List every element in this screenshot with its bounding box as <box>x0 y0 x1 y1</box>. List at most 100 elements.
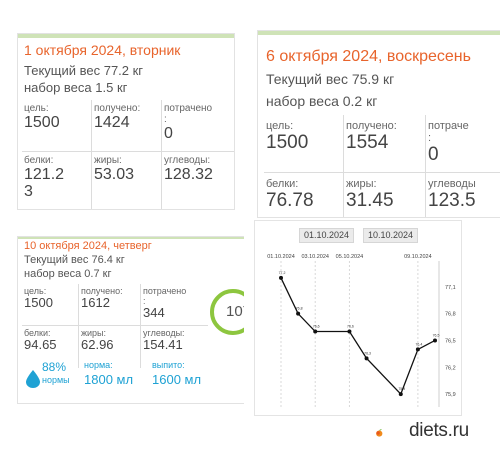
data-point <box>296 311 301 316</box>
goal-cell: цель: 1500 <box>22 100 92 152</box>
data-point <box>313 329 318 334</box>
x-tick-label: 05.10.2024 <box>336 254 364 260</box>
carbs-cell: углеводы: 128.32 <box>162 152 234 209</box>
carbs-cell: углеводы 123.5 <box>426 173 500 217</box>
goal-label: цель: <box>24 103 49 114</box>
card-date-title: 1 октября 2024, вторник <box>24 42 181 58</box>
spent-value: 0 <box>428 144 439 165</box>
data-label: 76,6 <box>313 325 320 329</box>
spent-colon: : <box>143 296 146 306</box>
received-value: 1612 <box>81 295 110 310</box>
weight-gain: набор веса 1.5 кг <box>24 80 128 95</box>
date-from-button[interactable]: 01.10.2024 <box>299 228 355 243</box>
weight-chart: 01.10.2024 10.10.2024 01.10.2024 03.10.20… <box>254 220 462 416</box>
spent-value: 344 <box>143 305 165 320</box>
series-line <box>280 277 436 396</box>
protein-label: белки: <box>24 155 54 166</box>
spent-label: потрачено <box>164 103 213 114</box>
fat-label: жиры: <box>94 155 122 166</box>
card-accent-bar <box>258 31 500 35</box>
weight-gain: набор веса 0.2 кг <box>266 93 378 109</box>
x-tick-label: 03.10.2024 <box>301 254 329 260</box>
day-card-oct-10: 10 октября 2024, четверг Текущий вес 76.… <box>17 236 244 404</box>
weight-gain: набор веса 0.7 кг <box>24 268 112 280</box>
date-to-button[interactable]: 10.10.2024 <box>363 228 419 243</box>
protein-value: 76.78 <box>266 190 314 211</box>
goal-value: 1500 <box>266 132 309 153</box>
fat-cell: жиры: 62.96 <box>79 326 141 368</box>
progress-ring-value: 107 <box>226 303 244 320</box>
card-date-title: 6 октября 2024, воскресень <box>266 48 471 65</box>
carbs-label: углеводы: <box>164 155 211 166</box>
data-label: 76,8 <box>296 307 303 311</box>
carbs-value: 154.41 <box>143 337 183 352</box>
logo-text: diets.ru <box>409 420 469 441</box>
spent-colon: : <box>164 114 167 125</box>
data-label: 77,2 <box>279 271 286 275</box>
carbs-value: 128.32 <box>164 166 213 183</box>
y-tick-label: 76,5 <box>445 338 456 344</box>
diets-logo-icon <box>376 429 383 437</box>
spent-cell: потрачено : 0 <box>162 100 234 152</box>
received-cell: получено: 1424 <box>92 100 162 152</box>
spent-cell: потрачено : 344 <box>141 284 208 326</box>
protein-cell: белки: 76.78 <box>264 173 344 217</box>
protein-value-wrap: 3 <box>24 183 33 200</box>
y-tick-label: 76,2 <box>445 365 456 371</box>
water-drop-icon <box>26 370 40 388</box>
data-point <box>415 347 420 352</box>
protein-cell: белки: 94.65 <box>22 326 79 368</box>
goal-cell: цель: 1500 <box>22 284 79 326</box>
protein-cell: белки: 121.2 3 <box>22 152 92 209</box>
data-point <box>279 275 283 280</box>
day-card-oct-6: 6 октября 2024, воскресень Текущий вес 7… <box>257 30 500 218</box>
received-label: получено: <box>94 103 141 114</box>
card-accent-bar <box>18 34 234 38</box>
spent-cell: потраче : 0 <box>426 115 500 173</box>
protein-label: белки: <box>266 178 299 190</box>
water-norm-label: норма: <box>84 360 113 370</box>
card-accent-bar <box>18 237 244 239</box>
carbs-label: углеводы: <box>143 328 185 338</box>
nutrition-grid: цель: 1500 получено: 1424 потрачено : 0 … <box>22 100 234 209</box>
goal-label: цель: <box>266 120 294 132</box>
carbs-cell: углеводы: 154.41 <box>141 326 208 368</box>
fat-label: жиры: <box>81 328 107 338</box>
water-percent: 88% <box>42 360 67 374</box>
fat-label: жиры: <box>346 178 377 190</box>
goal-label: цель: <box>24 286 47 296</box>
water-percent-label: нормы <box>42 375 70 385</box>
y-tick-label: 76,8 <box>445 312 456 318</box>
card-date-title: 10 октября 2024, четверг <box>24 240 152 252</box>
protein-value: 121.2 <box>24 166 65 183</box>
current-weight: Текущий вес 77.2 кг <box>24 63 144 78</box>
spent-label: потрачено <box>143 286 187 296</box>
data-point <box>398 392 403 397</box>
data-label: 76,5 <box>433 333 440 337</box>
goal-cell: цель: 1500 <box>264 115 344 173</box>
fat-cell: жиры: 31.45 <box>344 173 426 217</box>
data-label: 75,9 <box>398 387 405 391</box>
progress-ring-icon <box>210 289 244 335</box>
data-label: 76,4 <box>415 342 422 346</box>
x-tick-label: 01.10.2024 <box>267 254 295 260</box>
received-cell: получено: 1612 <box>79 284 141 326</box>
spent-label: потраче <box>428 120 469 132</box>
received-cell: получено: 1554 <box>344 115 426 173</box>
water-drunk-value: 1600 мл <box>152 372 202 387</box>
nutrition-grid: цель: 1500 получено: 1554 потраче : 0 бе… <box>264 115 500 217</box>
current-weight: Текущий вес 76.4 кг <box>24 254 125 266</box>
y-tick-label: 77,1 <box>445 285 456 291</box>
data-label: 76,3 <box>364 351 371 355</box>
fat-cell: жиры: 53.03 <box>92 152 162 209</box>
fat-value: 31.45 <box>346 190 394 211</box>
protein-label: белки: <box>24 328 51 338</box>
spent-colon: : <box>428 132 432 144</box>
day-card-oct-1: 1 октября 2024, вторник Текущий вес 77.2… <box>17 33 235 210</box>
water-intake: 88% нормы норма: 1800 мл выпито: 1600 мл <box>22 358 212 402</box>
data-point <box>347 329 352 334</box>
carbs-value: 123.5 <box>428 190 476 211</box>
nutrition-grid: цель: 1500 получено: 1612 потрачено : 34… <box>22 284 208 368</box>
goal-value: 1500 <box>24 114 60 131</box>
current-weight: Текущий вес 75.9 кг <box>266 71 395 87</box>
